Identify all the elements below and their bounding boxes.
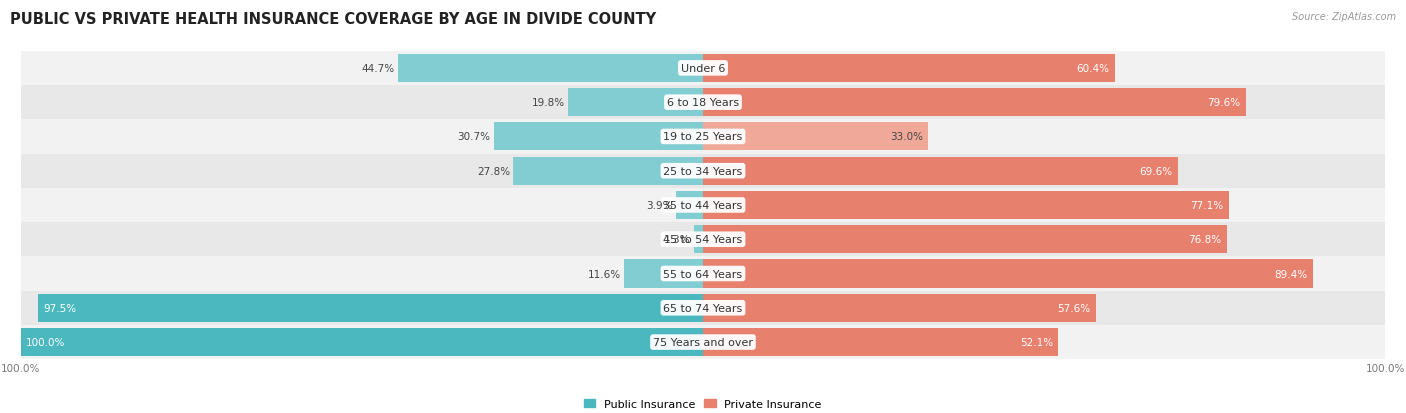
Text: 25 to 34 Years: 25 to 34 Years — [664, 166, 742, 176]
Text: Source: ZipAtlas.com: Source: ZipAtlas.com — [1292, 12, 1396, 22]
Bar — [21, 325, 1385, 359]
Bar — [21, 188, 1385, 223]
Text: PUBLIC VS PRIVATE HEALTH INSURANCE COVERAGE BY AGE IN DIVIDE COUNTY: PUBLIC VS PRIVATE HEALTH INSURANCE COVER… — [10, 12, 657, 27]
Bar — [398, 55, 703, 83]
Text: 30.7%: 30.7% — [457, 132, 491, 142]
Text: 55 to 64 Years: 55 to 64 Years — [664, 269, 742, 279]
Bar — [695, 225, 703, 254]
Bar — [703, 225, 1227, 254]
Text: 33.0%: 33.0% — [890, 132, 922, 142]
Bar — [21, 223, 1385, 257]
Text: 3.9%: 3.9% — [647, 200, 673, 211]
Text: 27.8%: 27.8% — [477, 166, 510, 176]
Legend: Public Insurance, Private Insurance: Public Insurance, Private Insurance — [583, 399, 823, 409]
Text: 76.8%: 76.8% — [1188, 235, 1222, 244]
Text: 79.6%: 79.6% — [1208, 98, 1240, 108]
Bar — [21, 86, 1385, 120]
Bar — [703, 89, 1246, 117]
Bar — [21, 52, 1385, 86]
Bar — [21, 257, 1385, 291]
Bar — [703, 192, 1229, 219]
Text: 6 to 18 Years: 6 to 18 Years — [666, 98, 740, 108]
Text: 69.6%: 69.6% — [1139, 166, 1173, 176]
Text: 65 to 74 Years: 65 to 74 Years — [664, 303, 742, 313]
Text: 11.6%: 11.6% — [588, 269, 620, 279]
Text: 97.5%: 97.5% — [44, 303, 76, 313]
Bar — [703, 294, 1097, 322]
Text: 77.1%: 77.1% — [1191, 200, 1223, 211]
Bar — [21, 328, 703, 356]
Bar — [703, 157, 1178, 185]
Text: 44.7%: 44.7% — [361, 64, 395, 74]
Bar — [21, 120, 1385, 154]
Bar — [38, 294, 703, 322]
Bar — [513, 157, 703, 185]
Text: 1.3%: 1.3% — [664, 235, 690, 244]
Bar — [568, 89, 703, 117]
Bar — [21, 154, 1385, 188]
Text: 19 to 25 Years: 19 to 25 Years — [664, 132, 742, 142]
Bar — [494, 123, 703, 151]
Text: Under 6: Under 6 — [681, 64, 725, 74]
Text: 52.1%: 52.1% — [1019, 337, 1053, 347]
Text: 75 Years and over: 75 Years and over — [652, 337, 754, 347]
Bar — [676, 192, 703, 219]
Text: 100.0%: 100.0% — [27, 337, 66, 347]
Text: 60.4%: 60.4% — [1077, 64, 1109, 74]
Text: 35 to 44 Years: 35 to 44 Years — [664, 200, 742, 211]
Bar — [624, 260, 703, 288]
Text: 57.6%: 57.6% — [1057, 303, 1091, 313]
Bar — [703, 55, 1115, 83]
Bar — [703, 123, 928, 151]
Bar — [703, 328, 1059, 356]
Bar — [703, 260, 1313, 288]
Text: 19.8%: 19.8% — [531, 98, 564, 108]
Text: 45 to 54 Years: 45 to 54 Years — [664, 235, 742, 244]
Text: 89.4%: 89.4% — [1274, 269, 1308, 279]
Bar — [21, 291, 1385, 325]
